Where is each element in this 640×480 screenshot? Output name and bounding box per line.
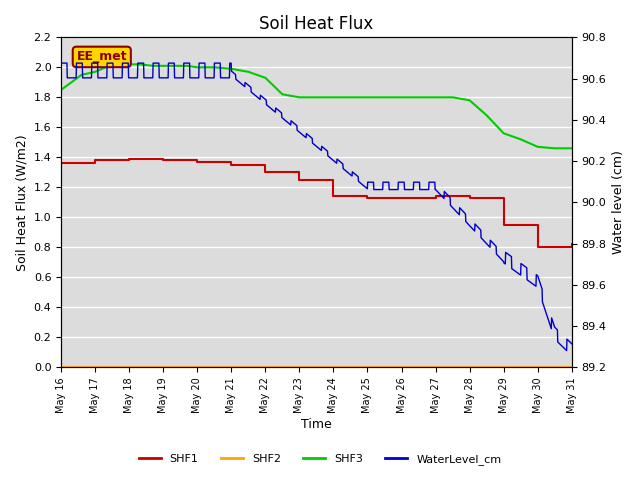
Legend: SHF1, SHF2, SHF3, WaterLevel_cm: SHF1, SHF2, SHF3, WaterLevel_cm <box>134 450 506 469</box>
Y-axis label: Soil Heat Flux (W/m2): Soil Heat Flux (W/m2) <box>15 134 28 271</box>
Y-axis label: Water level (cm): Water level (cm) <box>612 150 625 254</box>
X-axis label: Time: Time <box>301 419 332 432</box>
Title: Soil Heat Flux: Soil Heat Flux <box>259 15 374 33</box>
Text: EE_met: EE_met <box>76 50 127 63</box>
